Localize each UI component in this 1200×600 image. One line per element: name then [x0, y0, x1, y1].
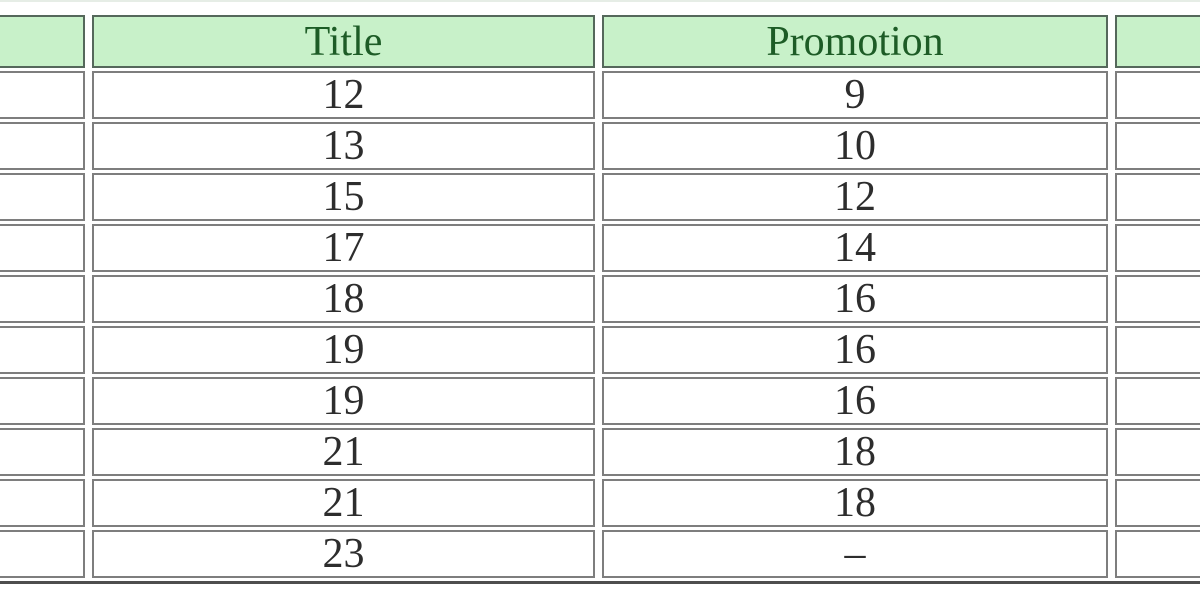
- title-cell: 19: [92, 377, 595, 425]
- right-stub-cell: [1115, 530, 1200, 578]
- column-header-right-stub: [1115, 15, 1200, 68]
- promotion-cell: 16: [602, 275, 1108, 323]
- right-stub-cell: [1115, 377, 1200, 425]
- left-stub-cell: [0, 377, 85, 425]
- right-stub-cell: [1115, 224, 1200, 272]
- column-header-title: Title: [92, 15, 595, 68]
- table-row: 21 18: [0, 428, 1200, 476]
- title-cell: 12: [92, 71, 595, 119]
- table-row: 13 10: [0, 122, 1200, 170]
- right-stub-cell: [1115, 71, 1200, 119]
- promotion-cell: 12: [602, 173, 1108, 221]
- promotion-cell: 16: [602, 326, 1108, 374]
- right-stub-cell: [1115, 275, 1200, 323]
- title-cell: 18: [92, 275, 595, 323]
- column-header-promotion: Promotion: [602, 15, 1108, 68]
- left-stub-cell: [0, 530, 85, 578]
- left-stub-cell: [0, 275, 85, 323]
- table-row: 23 –: [0, 530, 1200, 578]
- data-table: Title Promotion 12 9 13 10 15 12: [0, 12, 1200, 584]
- right-stub-cell: [1115, 428, 1200, 476]
- title-cell: 21: [92, 428, 595, 476]
- left-stub-cell: [0, 122, 85, 170]
- title-cell: 15: [92, 173, 595, 221]
- promotion-cell: –: [602, 530, 1108, 578]
- top-edge-sliver: [0, 0, 1200, 2]
- left-stub-cell: [0, 479, 85, 527]
- table-row: 21 18: [0, 479, 1200, 527]
- left-stub-cell: [0, 428, 85, 476]
- left-stub-cell: [0, 173, 85, 221]
- title-cell: 17: [92, 224, 595, 272]
- table-row: 17 14: [0, 224, 1200, 272]
- right-stub-cell: [1115, 122, 1200, 170]
- column-header-left-stub: [0, 15, 85, 68]
- table-row: 15 12: [0, 173, 1200, 221]
- left-stub-cell: [0, 71, 85, 119]
- promotion-cell: 16: [602, 377, 1108, 425]
- header-row: Title Promotion: [0, 15, 1200, 68]
- promotion-cell: 14: [602, 224, 1108, 272]
- left-stub-cell: [0, 224, 85, 272]
- table-row: 18 16: [0, 275, 1200, 323]
- table-row: 19 16: [0, 377, 1200, 425]
- right-stub-cell: [1115, 479, 1200, 527]
- table-row: 19 16: [0, 326, 1200, 374]
- title-cell: 19: [92, 326, 595, 374]
- title-cell: 23: [92, 530, 595, 578]
- promotion-cell: 18: [602, 479, 1108, 527]
- left-stub-cell: [0, 326, 85, 374]
- title-cell: 13: [92, 122, 595, 170]
- promotion-cell: 9: [602, 71, 1108, 119]
- promotion-cell: 18: [602, 428, 1108, 476]
- right-stub-cell: [1115, 326, 1200, 374]
- table-row: 12 9: [0, 71, 1200, 119]
- title-cell: 21: [92, 479, 595, 527]
- promotion-cell: 10: [602, 122, 1108, 170]
- right-stub-cell: [1115, 173, 1200, 221]
